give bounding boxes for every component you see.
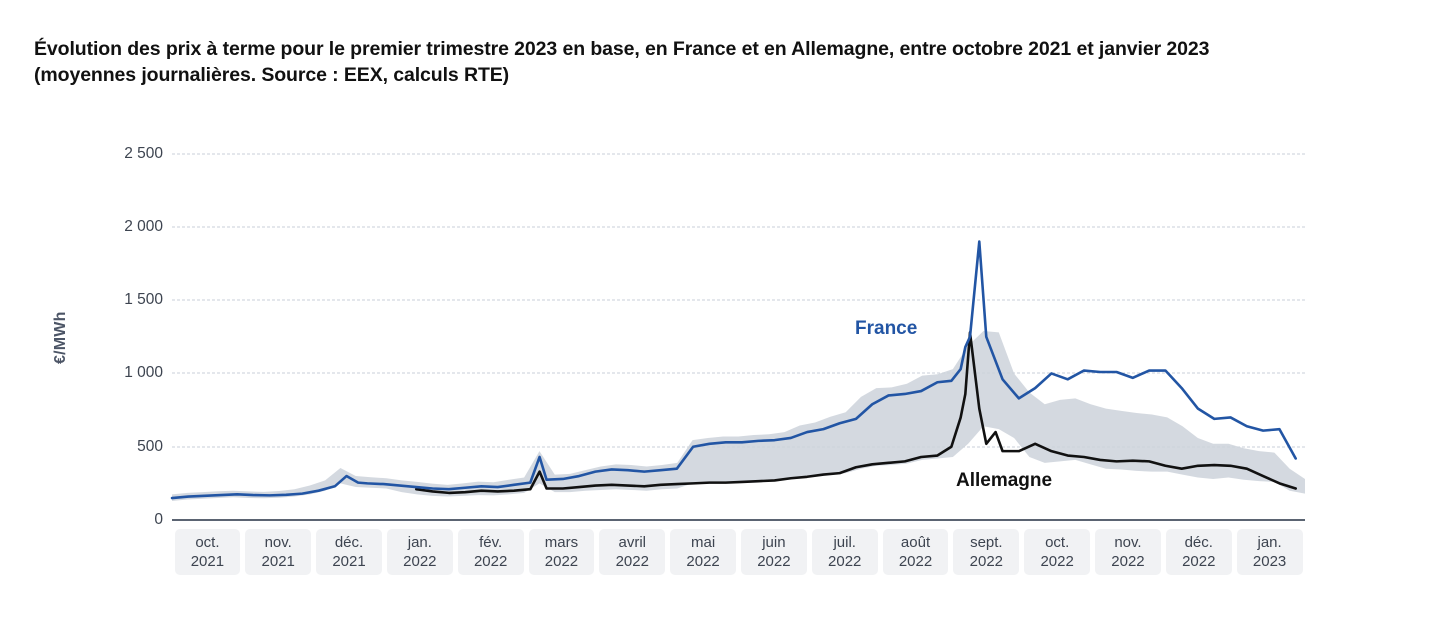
series-label-france: France: [855, 318, 918, 339]
x-axis-tick: mars 2022: [528, 529, 595, 575]
y-axis-tick: 2 500: [124, 144, 163, 162]
x-axis-tick-year: 2021: [332, 552, 366, 570]
x-axis-tick-year: 2022: [828, 552, 862, 570]
x-axis-tick-month: août: [900, 533, 931, 551]
x-axis-tick: nov. 2021: [245, 529, 312, 575]
y-axis-tick: 0: [154, 511, 163, 528]
x-axis-tick: mai 2022: [670, 529, 736, 575]
gridline: [172, 372, 1305, 374]
x-axis-tick-month: nov.: [264, 533, 292, 551]
x-axis-tick-month: avril: [618, 533, 647, 551]
x-axis-tick-year: 2022: [969, 552, 1004, 570]
x-axis-tick: déc. 2021: [316, 529, 382, 575]
chart-title-line-2: (moyennes journalières. Source : EEX, ca…: [34, 64, 510, 86]
x-axis-tick-year: 2023: [1252, 552, 1287, 570]
x-axis-tick-month: déc.: [1184, 533, 1213, 551]
x-axis-tick-month: fév.: [479, 533, 503, 551]
x-axis-tick-year: 2022: [898, 552, 933, 570]
x-axis-tick-month: sept.: [970, 533, 1003, 551]
x-axis-tick: août 2022: [882, 529, 949, 575]
x-axis-tick: déc. 2022: [1165, 529, 1232, 575]
x-axis-tick-year: 2021: [190, 552, 225, 570]
gridline: [172, 226, 1305, 228]
x-axis-tick-month: oct.: [195, 533, 220, 551]
x-axis-tick-year: 2022: [686, 552, 720, 570]
y-axis-tick: 2 000: [124, 217, 163, 235]
x-axis-tick-month: juil.: [833, 533, 856, 551]
x-axis-tick: fév. 2022: [457, 529, 524, 575]
x-axis-tick: jan. 2023: [1236, 529, 1303, 575]
x-axis-tick-month: mai: [691, 533, 716, 551]
x-axis-tick: jan. 2022: [386, 529, 453, 575]
x-axis-tick: avril 2022: [599, 529, 666, 575]
x-axis-tick-year: 2022: [544, 552, 579, 570]
x-axis-tick: oct. 2022: [1024, 529, 1091, 575]
y-axis-tick: 500: [137, 437, 163, 455]
series-line-france: [172, 242, 1296, 498]
range-band: [172, 330, 1305, 501]
y-axis-tick: 1 500: [124, 291, 163, 309]
x-axis-tick-month: déc.: [334, 533, 364, 551]
x-axis-tick-year: 2022: [1182, 552, 1216, 570]
x-axis-tick-month: nov.: [1114, 533, 1142, 551]
x-axis-tick-year: 2022: [403, 552, 437, 570]
chart-title: Évolution des prix à terme pour le premi…: [34, 36, 1404, 88]
x-axis-tick: juil. 2022: [811, 529, 878, 575]
gridline: [172, 153, 1305, 155]
x-axis-tick-year: 2021: [261, 552, 295, 570]
x-axis-tick-year: 2022: [757, 552, 791, 570]
x-axis-baseline: [172, 519, 1305, 521]
x-axis-tick-month: mars: [544, 533, 579, 551]
x-axis-tick-month: juin: [762, 533, 786, 551]
x-axis-tick: oct. 2021: [174, 529, 241, 575]
x-axis-tick-year: 2022: [615, 552, 649, 570]
chart-title-line-1: Évolution des prix à terme pour le premi…: [34, 38, 1210, 60]
y-axis-tick-labels: 0 500 1 000 1 500 2 000 2 500: [60, 0, 163, 617]
x-axis-tick-month: jan.: [407, 533, 432, 551]
x-axis-tick: sept. 2022: [953, 529, 1020, 575]
x-axis-tick-year: 2022: [1111, 552, 1145, 570]
series-line-allemagne: [416, 332, 1295, 492]
x-axis-tick-month: oct.: [1045, 533, 1070, 551]
x-axis-tick-year: 2022: [1040, 552, 1074, 570]
y-axis-tick: 1 000: [124, 364, 163, 382]
plot-area: [172, 139, 1305, 521]
x-axis-tick-labels: oct. 2021 nov. 2021 déc. 2021 jan. 2022 fév. 2022…: [172, 529, 1305, 575]
series-label-allemagne: Allemagne: [956, 470, 1053, 491]
x-axis-tick: juin 2022: [741, 529, 807, 575]
gridline: [172, 299, 1305, 301]
x-axis-tick-year: 2022: [473, 552, 508, 570]
x-axis-tick: nov. 2022: [1095, 529, 1161, 575]
x-axis-tick-month: jan.: [1257, 533, 1282, 551]
series-paths: [172, 139, 1305, 501]
